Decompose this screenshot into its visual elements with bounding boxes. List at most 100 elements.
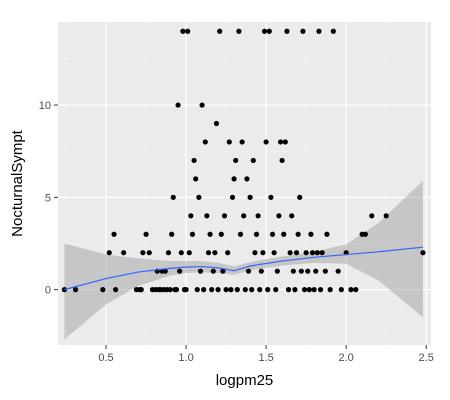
data-point [212,250,218,256]
data-point [311,287,317,293]
data-point [189,231,196,237]
data-point [420,250,426,256]
data-point [338,287,344,293]
data-point [282,139,288,145]
major-gridlines [58,22,431,345]
data-point [276,213,282,219]
data-point [303,250,309,256]
data-point [215,287,221,293]
data-point [298,268,304,274]
data-point [239,139,245,145]
x-axis-title: logpm25 [216,372,274,389]
data-point [146,250,152,256]
data-point [229,194,236,200]
x-axis-ticks: 0.5 1.0 1.5 2.0 2.5 [98,345,434,364]
data-point [140,250,146,256]
data-point [324,231,330,237]
data-point [106,250,112,256]
data-point [100,287,106,293]
data-point [253,231,260,237]
data-point [369,213,375,219]
data-point [305,268,311,274]
data-point [177,268,183,274]
data-point [295,231,301,237]
data-point [247,194,253,200]
y-tick-label: 10 [39,100,51,112]
data-point [178,250,184,256]
data-point [225,250,231,256]
data-point [327,287,333,293]
data-point [297,194,303,200]
data-point [231,176,237,182]
data-point [226,139,232,145]
data-point [143,231,149,237]
data-point [185,28,191,34]
data-point [113,287,119,293]
data-point [273,287,279,293]
data-point [162,268,168,274]
data-point [165,250,172,256]
data-point [193,176,199,182]
y-tick-label: 5 [45,192,51,204]
data-point [242,287,248,293]
data-point [284,28,290,34]
data-point [277,139,284,145]
data-point [316,28,322,34]
data-point [261,28,268,34]
data-point [301,287,308,293]
x-tick-label: 2.5 [419,352,434,364]
data-point [170,194,176,200]
y-tick-label: 0 [45,285,51,297]
data-point [213,120,220,127]
data-point [252,250,258,256]
data-point [300,28,306,34]
data-point [353,287,359,293]
data-point [197,268,204,274]
data-point [236,28,242,34]
data-point [180,28,186,34]
data-point [279,157,285,164]
data-point [173,287,180,293]
data-point [257,287,263,293]
data-point [335,268,341,274]
data-point [263,139,269,145]
data-point [285,287,292,293]
data-point [121,250,127,256]
x-tick-label: 1.0 [178,352,193,364]
data-point [249,287,255,293]
data-point [234,287,240,293]
data-point [309,250,316,256]
data-point [308,231,314,237]
data-point [183,287,189,293]
data-point [250,157,256,164]
data-point [289,213,295,219]
data-point [269,231,276,237]
data-point [306,287,312,293]
data-point [191,157,197,164]
data-point [202,139,208,145]
smooth-line [64,246,424,291]
data-point [258,268,264,274]
data-point [314,250,320,256]
data-point [293,250,300,256]
data-point [73,287,79,293]
data-point [281,231,287,237]
data-point [319,250,325,256]
data-point [204,213,210,219]
data-point [217,28,223,34]
data-point [274,268,280,274]
data-point [175,102,181,108]
data-point [271,250,277,256]
data-point [362,231,368,237]
data-point [196,194,202,200]
data-point [221,213,228,219]
data-point [287,250,293,256]
data-point [188,213,194,219]
data-point [233,157,239,164]
data-point [237,231,244,237]
data-point [194,287,200,293]
data-point [210,268,216,274]
data-point [265,287,271,293]
data-point [218,231,224,237]
